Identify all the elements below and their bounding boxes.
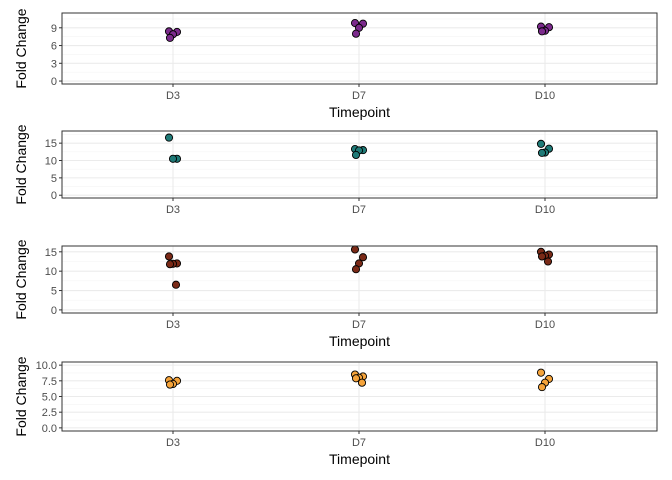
y-tick-label: 15	[45, 138, 57, 150]
y-tick-label: 6	[51, 41, 57, 53]
x-axis-title: Timepoint	[329, 333, 390, 349]
x-axis-title: Timepoint	[329, 451, 390, 467]
data-point	[351, 374, 361, 383]
data-point	[537, 383, 547, 392]
x-tick-label: D3	[166, 90, 180, 102]
y-tick-label: 0.0	[42, 423, 57, 435]
y-tick-label: 5.0	[42, 392, 57, 404]
chart-panel-4: 0.0 2.5 5.0 7.5 10.0 D3 D7 D10 Timepoint Fold Cha…	[13, 356, 658, 467]
y-tick-label: 15	[45, 247, 57, 259]
data-point	[168, 154, 178, 163]
x-tick-label: D10	[535, 90, 555, 102]
y-tick-label: 5	[51, 286, 57, 298]
y-tick-label: 10	[45, 156, 57, 168]
y-axis-title: Fold Change	[13, 8, 29, 88]
y-tick-label: 0	[51, 305, 57, 317]
y-tick-label: 5	[51, 173, 57, 185]
x-tick-label: D7	[352, 90, 366, 102]
chart-panel-2: 0 5 10 15 D3 D7 D10 Fold Change	[13, 124, 658, 216]
y-axis-title: Fold Change	[13, 124, 29, 204]
data-point	[164, 252, 174, 261]
x-tick-label: D3	[166, 319, 180, 331]
data-point	[165, 33, 175, 42]
y-axis-title: Fold Change	[13, 356, 29, 436]
y-tick-label: 0	[51, 76, 57, 88]
x-tick-label: D10	[535, 204, 555, 216]
y-tick-label: 9	[51, 23, 57, 35]
y-tick-label: 10	[45, 266, 57, 278]
chart-panel-3: 0 5 10 15 D3 D7 D10 Timepoint Fold Change	[13, 239, 658, 349]
x-tick-label: D7	[352, 319, 366, 331]
data-point	[164, 133, 174, 142]
x-tick-label: D10	[535, 437, 555, 449]
x-tick-label: D3	[166, 437, 180, 449]
data-point	[351, 150, 361, 160]
y-tick-label: 3	[51, 58, 57, 70]
x-tick-label: D7	[352, 437, 366, 449]
y-tick-label: 0	[51, 190, 57, 202]
data-point	[357, 378, 367, 387]
data-point	[537, 148, 547, 157]
y-tick-label: 7.5	[42, 376, 57, 388]
data-point	[350, 245, 360, 254]
chart-panel-1: 0 3 6 9 D3 D7 D10 Timepoint Fold Change	[13, 8, 658, 120]
x-tick-label: D3	[166, 204, 180, 216]
data-point	[537, 252, 547, 261]
x-tick-label: D10	[535, 319, 555, 331]
data-point	[358, 253, 368, 262]
data-point	[165, 380, 175, 389]
data-point	[351, 265, 361, 274]
data-point	[537, 27, 547, 36]
y-tick-label: 10.0	[36, 360, 57, 372]
data-point	[536, 368, 546, 377]
data-point	[165, 260, 175, 269]
y-tick-label: 2.5	[42, 407, 57, 419]
x-tick-label: D7	[352, 204, 366, 216]
data-point	[536, 139, 546, 148]
y-axis-title: Fold Change	[13, 239, 29, 319]
data-point	[543, 257, 553, 266]
data-point	[171, 280, 181, 289]
data-point	[351, 29, 361, 38]
x-axis-title: Timepoint	[329, 104, 390, 120]
